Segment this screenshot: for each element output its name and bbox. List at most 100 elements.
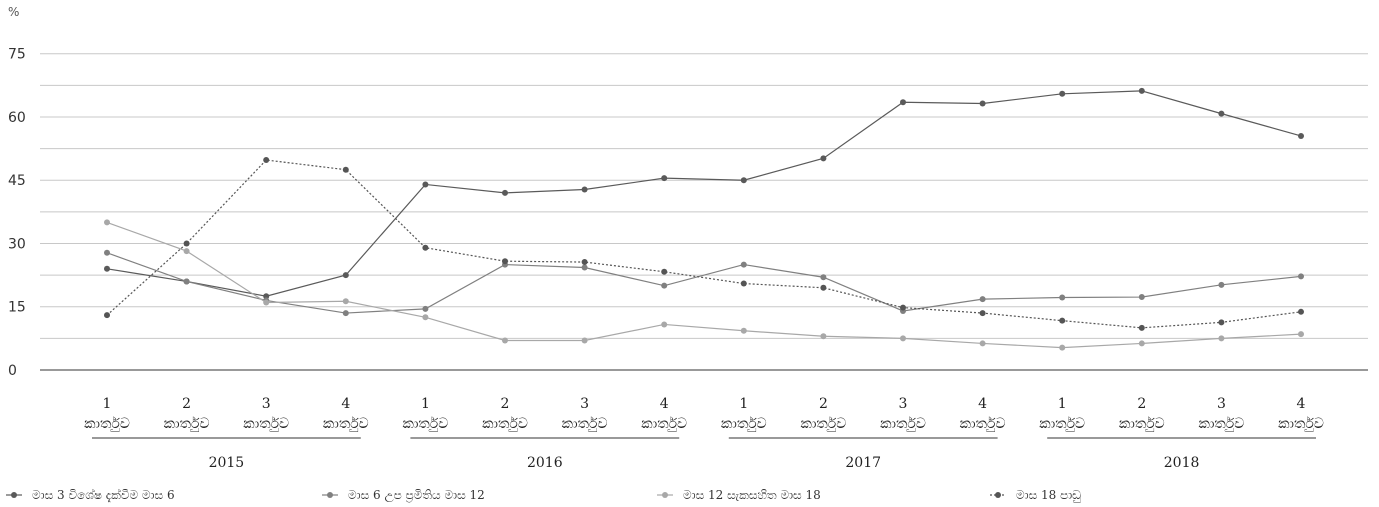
data-point xyxy=(1138,294,1145,301)
data-point xyxy=(1218,110,1225,117)
legend-marker xyxy=(327,492,333,498)
legend-marker xyxy=(662,492,668,498)
data-point xyxy=(183,240,190,247)
series-3 xyxy=(104,219,1304,351)
data-point xyxy=(1138,340,1145,347)
data-point xyxy=(581,264,588,271)
data-point xyxy=(1218,335,1225,342)
x-tick-label: 3 කාර්තුව xyxy=(562,396,608,432)
legend-marker xyxy=(11,492,17,498)
data-point xyxy=(1298,331,1304,338)
series-1 xyxy=(104,87,1304,300)
data-point xyxy=(581,259,588,266)
legend-label: මාස 6 උප ප්‍රමිතිය මාස 12 xyxy=(348,488,485,503)
data-point xyxy=(740,177,747,184)
y-tick-label: 15 xyxy=(8,300,26,316)
data-point xyxy=(1059,294,1066,301)
x-tick-label: 2 කාර්තුව xyxy=(164,396,210,432)
data-point xyxy=(820,333,827,340)
data-point xyxy=(979,340,986,347)
data-point xyxy=(263,293,270,300)
data-point xyxy=(820,284,827,291)
y-tick-label: 0 xyxy=(8,363,17,379)
data-point xyxy=(422,305,429,312)
data-point xyxy=(1218,319,1225,326)
series-line xyxy=(106,252,1302,314)
x-tick-label: 1 කාර්තුව xyxy=(1039,396,1085,432)
legend-item: මාස 12 සැකසහිත මාස 18 xyxy=(657,488,821,502)
data-point xyxy=(1059,90,1066,97)
data-point xyxy=(979,296,986,303)
data-point xyxy=(1138,324,1145,331)
data-point xyxy=(263,299,270,306)
data-point xyxy=(104,312,110,319)
data-point xyxy=(1059,344,1066,351)
y-axis-ticks: 0 15 30 45 60 75 xyxy=(8,47,26,379)
year-label: 2016 xyxy=(527,455,563,471)
data-point xyxy=(900,99,906,106)
series-2 xyxy=(104,249,1304,317)
series-line xyxy=(106,221,1302,349)
legend-item: මාස 3 විශේෂ දැක්වීම මාස 6 xyxy=(6,488,175,503)
x-axis: 1 කාර්තුව 2 කාර්තුව 3 කාර්තුව 4 කාර්තුව 1 කාර්තුව… xyxy=(84,396,1324,471)
data-point xyxy=(183,248,190,255)
data-point xyxy=(1218,281,1225,288)
x-tick-label: 3 කාර්තුව xyxy=(880,396,926,432)
data-point xyxy=(820,155,827,162)
data-point xyxy=(502,258,508,265)
legend-label: මාස 18 පාඩු xyxy=(1016,488,1081,503)
x-tick-label: 4 කාර්තුව xyxy=(641,396,687,432)
x-tick-label: 2 කාර්තුව xyxy=(800,396,846,432)
legend-label: මාස 3 විශේෂ දැක්වීම මාස 6 xyxy=(32,488,175,503)
data-point xyxy=(342,298,349,305)
series-line xyxy=(106,90,1302,297)
y-tick-label: 60 xyxy=(8,110,26,126)
data-point xyxy=(581,186,588,193)
data-point xyxy=(422,244,429,251)
data-point xyxy=(104,265,110,272)
data-point xyxy=(820,274,827,281)
data-point xyxy=(740,327,747,334)
data-point xyxy=(1059,317,1066,324)
legend-item: මාස 18 පාඩු xyxy=(990,488,1081,503)
data-point xyxy=(502,189,508,196)
x-tick-label: 3 කාර්තුව xyxy=(1198,396,1244,432)
data-point xyxy=(900,335,906,342)
data-point xyxy=(342,272,349,279)
legend-label: මාස 12 සැකසහිත මාස 18 xyxy=(683,488,821,502)
x-tick-label: 4 කාර්තුව xyxy=(323,396,369,432)
data-point xyxy=(740,261,747,268)
data-point xyxy=(263,157,270,164)
data-point xyxy=(661,282,668,289)
data-point xyxy=(104,249,110,256)
data-point xyxy=(183,278,190,285)
data-point xyxy=(661,268,668,275)
year-label: 2018 xyxy=(1164,455,1200,471)
data-point xyxy=(900,304,906,311)
data-point xyxy=(1298,308,1304,315)
series-lines xyxy=(104,87,1304,351)
x-tick-label: 4 කාර්තුව xyxy=(960,396,1006,432)
data-point xyxy=(422,314,429,321)
y-tick-label: 45 xyxy=(8,173,26,189)
grid xyxy=(40,53,1368,371)
data-point xyxy=(342,166,349,173)
legend: මාස 3 විශේෂ දැක්වීම මාස 6 මාස 6 උප ප්‍රමි… xyxy=(6,488,1081,503)
legend-marker xyxy=(995,492,1001,498)
data-point xyxy=(581,337,588,344)
data-point xyxy=(422,181,429,188)
data-point xyxy=(502,337,508,344)
year-label: 2017 xyxy=(845,455,881,471)
x-tick-label: 2 කාර්තුව xyxy=(482,396,528,432)
y-axis-unit: % xyxy=(8,5,19,19)
x-tick-label: 2 කාර්තුව xyxy=(1119,396,1165,432)
series-line xyxy=(106,159,1302,329)
legend-item: මාස 6 උප ප්‍රමිතිය මාස 12 xyxy=(322,488,485,503)
data-point xyxy=(979,310,986,317)
data-point xyxy=(1298,132,1304,139)
series-4 xyxy=(104,157,1304,331)
data-point xyxy=(104,219,110,226)
x-tick-label: 1 කාර්තුව xyxy=(721,396,767,432)
y-tick-label: 75 xyxy=(8,47,26,63)
